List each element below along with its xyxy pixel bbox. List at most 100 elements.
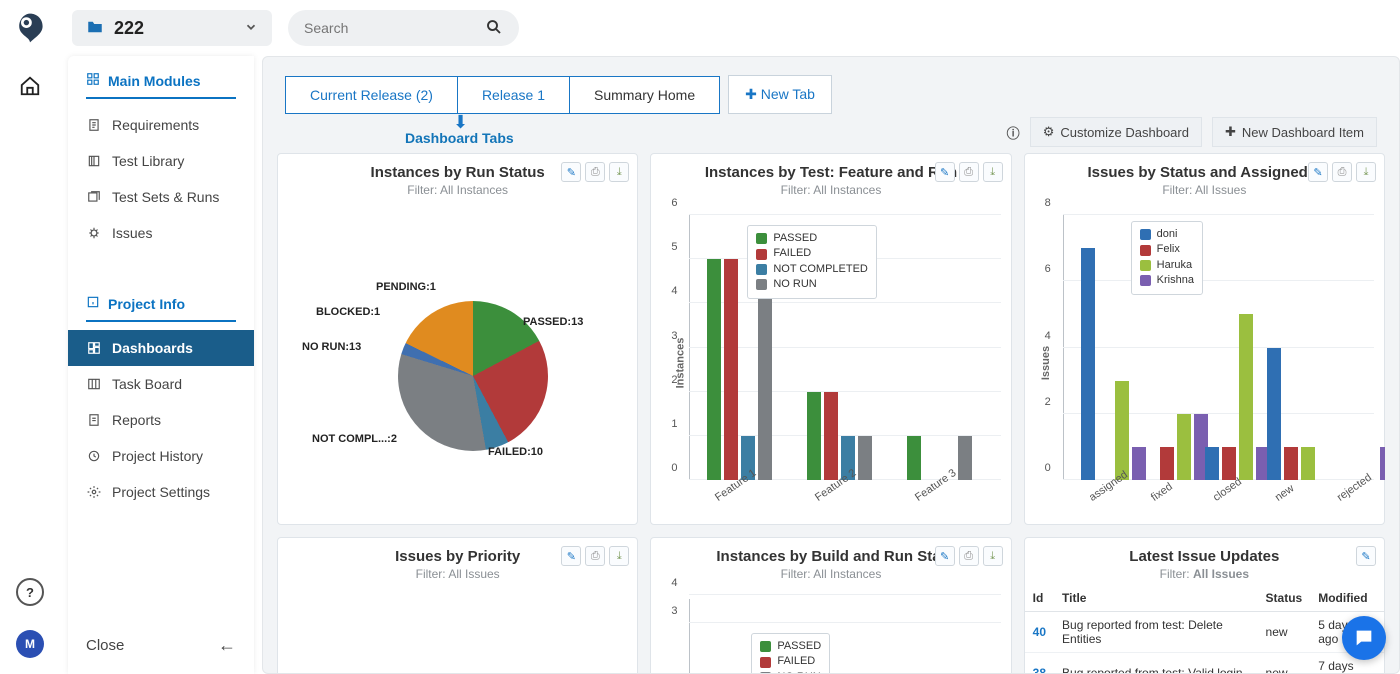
pie-slice-label: NOT COMPL...:2 [312,433,397,445]
download-icon[interactable]: ⤓ [983,546,1003,566]
widgets-grid-row2: Issues by Priority Filter: All Issues ✎ … [277,537,1385,674]
sidebar-section-title: Main Modules [108,73,201,89]
bar [1115,381,1129,480]
info-icon[interactable]: ⓘ [1007,123,1020,142]
sidebar-item-project-history[interactable]: Project History [68,438,254,474]
table-header: Status [1258,585,1311,612]
edit-icon[interactable]: ✎ [1356,546,1376,566]
bar [807,392,821,480]
edit-icon[interactable]: ✎ [561,546,581,566]
dashboard-tabs: Current Release (2) Release 1 Summary Ho… [285,76,720,114]
main-panel: Current Release (2) Release 1 Summary Ho… [262,56,1400,674]
search-input[interactable] [304,20,485,36]
bar [707,259,721,480]
bar [1160,447,1174,480]
edit-icon[interactable]: ✎ [935,162,955,182]
dashboard-icon [86,340,102,356]
table-header: Modified [1310,585,1384,612]
sidebar-footer: Close ← [68,621,254,674]
sidebar-item-dashboards[interactable]: Dashboards [68,330,254,366]
widget-filter: Filter: All Instances [659,567,1002,581]
library-icon [86,153,102,169]
y-axis-label: Issues [1040,345,1052,379]
table-row[interactable]: 38Bug reported from test: Valid loginnew… [1025,653,1384,674]
bar [1205,447,1219,480]
table-row[interactable]: 40Bug reported from test: Delete Entitie… [1025,612,1384,653]
help-icon[interactable]: ? [16,578,44,606]
print-icon[interactable]: ⎙ [959,162,979,182]
chart-legend: doniFelixHarukaKrishna [1131,221,1203,295]
print-icon[interactable]: ⎙ [585,546,605,566]
edit-icon[interactable]: ✎ [1308,162,1328,182]
home-icon[interactable] [18,74,42,98]
search-box[interactable] [288,10,519,46]
pie-slice-label: BLOCKED:1 [316,306,380,318]
info-icon [86,295,100,312]
bar [1380,447,1385,480]
pie-slice-label: NO RUN:13 [302,341,361,353]
print-icon[interactable]: ⎙ [585,162,605,182]
new-tab-button[interactable]: ✚ New Tab [728,75,832,114]
edit-icon[interactable]: ✎ [935,546,955,566]
sidebar-item-requirements[interactable]: Requirements [68,107,254,143]
bar [1177,414,1191,480]
sidebar-item-test-sets[interactable]: Test Sets & Runs [68,179,254,215]
widget-issues-by-priority: Issues by Priority Filter: All Issues ✎ … [277,537,638,674]
arrow-left-icon[interactable]: ← [218,635,236,656]
tab-summary-home[interactable]: Summary Home [570,77,719,113]
chevron-down-icon [244,20,258,37]
new-dashboard-item-button[interactable]: ✚New Dashboard Item [1212,117,1377,147]
widget-filter: Filter: All Issues [286,567,629,581]
widget-instances-by-build: Instances by Build and Run Stat Filter: … [650,537,1011,674]
bar [1222,447,1236,480]
bug-icon [86,225,102,241]
sidebar-item-issues[interactable]: Issues [68,215,254,251]
bar [858,436,872,480]
x-tick-label: new [1273,482,1296,503]
sidebar-item-project-settings[interactable]: Project Settings [68,474,254,510]
issues-table: IdTitleStatusModified40Bug reported from… [1025,585,1384,674]
bar [1301,447,1315,480]
doc-icon [86,117,102,133]
edit-icon[interactable]: ✎ [561,162,581,182]
download-icon[interactable]: ⤓ [609,162,629,182]
customize-dashboard-button[interactable]: ⚙Customize Dashboard [1030,117,1202,147]
x-tick-label: fixed [1149,481,1175,504]
pie-chart: PASSED:13FAILED:10NOT COMPL...:2NO RUN:1… [278,201,637,524]
widget-instances-by-feature: Instances by Test: Feature and Run Filte… [650,153,1011,525]
close-sidebar-button[interactable]: Close [86,637,124,654]
widget-filter: Filter: All Instances [286,183,629,197]
dashboard-actions: ⓘ ⚙Customize Dashboard ✚New Dashboard It… [1007,117,1377,147]
tab-release-1[interactable]: Release 1 [458,77,570,113]
download-icon[interactable]: ⤓ [609,546,629,566]
chat-bubble-button[interactable] [1342,616,1386,660]
plus-icon: ✚ [1225,124,1236,140]
sidebar-section-main-modules: Main Modules [68,56,254,97]
top-bar: 222 [72,8,1388,48]
bar-chart: Instances 0123456Feature 1Feature 2Featu… [651,201,1010,524]
table-header: Title [1054,585,1258,612]
bar [824,392,838,480]
bar [907,436,921,480]
widget-filter: Filter: All Issues [1033,183,1376,197]
pie-slice-label: PENDING:1 [376,281,436,293]
user-avatar[interactable]: M [16,630,44,658]
print-icon[interactable]: ⎙ [1332,162,1352,182]
widget-filter: Filter: All Instances [659,183,1002,197]
bar-chart: Issues 02468assignedfixedclosednewreject… [1025,201,1384,524]
sidebar-item-task-board[interactable]: Task Board [68,366,254,402]
bar [1284,447,1298,480]
grid-icon [86,72,100,89]
pie-slice-label: PASSED:13 [523,316,583,328]
left-rail: ? M [0,0,60,674]
sidebar: Main Modules Requirements Test Library T… [68,56,254,674]
tab-current-release[interactable]: Current Release (2) [286,77,458,113]
annotation-label: Dashboard Tabs [405,130,514,146]
project-name: 222 [114,18,234,39]
download-icon[interactable]: ⤓ [983,162,1003,182]
sidebar-item-test-library[interactable]: Test Library [68,143,254,179]
sidebar-item-reports[interactable]: Reports [68,402,254,438]
download-icon[interactable]: ⤓ [1356,162,1376,182]
project-selector[interactable]: 222 [72,10,272,46]
print-icon[interactable]: ⎙ [959,546,979,566]
